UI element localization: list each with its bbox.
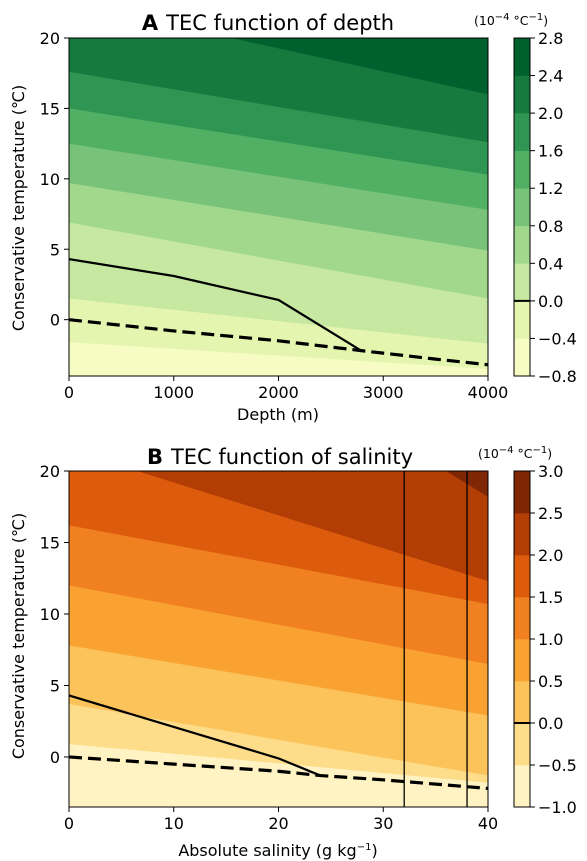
panel-b-x-tick-label: 10 <box>164 814 184 833</box>
panel-b-zero-tec-line <box>69 694 321 777</box>
panel-b-y-tick-label: 15 <box>40 533 60 552</box>
panel-a-x-tick-label: 1000 <box>153 383 194 402</box>
panel-b-axes: 0 10 20 30 40 0 5 10 15 20 <box>40 462 499 833</box>
panel-a-colorbar-tick-label: 1.2 <box>538 179 563 198</box>
panel-a-colorbar-tick-label: 1.6 <box>538 142 563 161</box>
panel-b-x-tick-label: 40 <box>478 814 498 833</box>
panel-a-colorbar-segment <box>514 338 530 377</box>
panel-a-colorbar-segment <box>514 38 530 76</box>
panel-a: A TEC function of depth 0 1000 2000 3000 4000… <box>9 11 577 424</box>
panel-a-colorbar-segment <box>514 263 530 302</box>
panel-a-colorbar-segment <box>514 300 530 339</box>
panel-a-x-tick-label: 4000 <box>468 383 509 402</box>
panel-b-colorbar-tick-label: 2.5 <box>538 504 563 523</box>
panel-b-colorbar-tick-label: 1.0 <box>538 630 563 649</box>
panel-a-colorbar-tick-label: −0.4 <box>538 329 577 348</box>
panel-a-y-tick-label: 10 <box>40 170 60 189</box>
panel-b-colorbar-tick-label: −1.0 <box>538 798 577 817</box>
panel-b-title-text: TEC function of salinity <box>170 445 413 469</box>
panel-b-colorbar-tick-label: 2.0 <box>538 546 563 565</box>
panel-b-colorbar-segment <box>514 681 530 724</box>
panel-a-colorbar-segment <box>514 150 530 189</box>
panel-a-colorbar-tick-label: 0.8 <box>538 217 563 236</box>
panel-a-band-8 <box>231 38 488 95</box>
panel-b-colorbar-segment <box>514 513 530 556</box>
panel-b-freezing-line <box>69 755 488 791</box>
panel-b-colorbar-segment <box>514 597 530 640</box>
panel-b-y-tick-label: 5 <box>50 676 60 695</box>
panel-a-colorbar-tick-label: 0.4 <box>538 254 563 273</box>
panel-b-colorbar-segment <box>514 723 530 766</box>
panel-a-y-tick-label: 20 <box>40 29 60 48</box>
panel-a-title: A TEC function of depth <box>142 11 394 35</box>
panel-a-colorbar-tick-label: 0.0 <box>538 292 563 311</box>
panel-a-letter: A <box>142 11 159 35</box>
panel-b-band-7 <box>446 471 488 497</box>
panel-b-colorbar: −1.0 −0.5 0.0 0.5 1.0 1.5 2.0 2.5 3.0 <box>513 462 577 817</box>
panel-b-colorbar-unit: (10−4 °C−1) <box>478 445 552 461</box>
panel-a-x-tick-label: 2000 <box>258 383 299 402</box>
panel-b-colorbar-segment <box>514 471 530 514</box>
panel-b-colorbar-tick-label: 1.5 <box>538 588 563 607</box>
panel-a-y-tick-label: 0 <box>50 311 60 330</box>
panel-a-colorbar-unit: (10−4 °C−1) <box>474 12 548 28</box>
panel-a-colorbar-tick-label: 2.8 <box>538 29 563 48</box>
panel-a-freezing-line <box>69 318 488 367</box>
panel-a-colorbar-segment <box>514 113 530 151</box>
panel-a-y-tick-label: 15 <box>40 99 60 118</box>
panel-a-colorbar-tick-label: −0.8 <box>538 367 577 386</box>
panel-a-colorbar-tick-label: 2.0 <box>538 104 563 123</box>
panel-a-contour-plot <box>69 38 488 376</box>
panel-b-colorbar-tick-label: 0.0 <box>538 714 563 733</box>
panel-b-title: B TEC function of salinity <box>147 445 413 469</box>
panel-b-colorbar-segment <box>514 765 530 808</box>
panel-a-y-axis-label: Conservative temperature (℃) <box>9 85 28 331</box>
panel-a-y-tick-label: 5 <box>50 240 60 259</box>
panel-b-letter: B <box>147 445 163 469</box>
panel-b-colorbar-tick-label: −0.5 <box>538 756 577 775</box>
panel-a-title-text: TEC function of depth <box>165 11 394 35</box>
panel-b-colorbar-segment <box>514 639 530 682</box>
panel-b-y-tick-label: 20 <box>40 462 60 481</box>
panel-b-contour-plot <box>69 471 488 807</box>
panel-a-x-axis-label: Depth (m) <box>237 405 319 424</box>
panel-b-x-tick-label: 20 <box>268 814 288 833</box>
panel-b-colorbar-tick-label: 3.0 <box>538 462 563 481</box>
panel-b-colorbar-segment <box>514 555 530 598</box>
panel-a-x-tick-label: 0 <box>64 383 74 402</box>
panel-b-x-axis-label: Absolute salinity (g kg−1) <box>178 841 377 860</box>
panel-a-colorbar-tick-label: 2.4 <box>538 67 563 86</box>
panel-b-colorbar-tick-label: 0.5 <box>538 672 563 691</box>
panel-b-band-6 <box>137 471 488 582</box>
panel-b-y-axis-label: Conservative temperature (℃) <box>9 513 28 759</box>
panel-b-x-tick-label: 0 <box>64 814 74 833</box>
panel-a-colorbar-frame <box>513 37 531 377</box>
panel-b: B TEC function of salinity 0 10 20 30 40 0 5 10 1… <box>9 445 577 860</box>
panel-a-colorbar-segment <box>514 75 530 114</box>
panel-a-colorbar-segment <box>514 225 530 264</box>
panel-a-colorbar: −0.8 −0.4 0.0 0.4 0.8 1.2 1.6 2.0 2.4 2.8 <box>513 29 577 386</box>
panel-a-colorbar-segment <box>514 188 530 227</box>
panel-a-axes: 0 1000 2000 3000 4000 0 5 10 15 20 <box>40 29 509 402</box>
panel-b-y-tick-label: 10 <box>40 605 60 624</box>
panel-b-x-tick-label: 30 <box>373 814 393 833</box>
panel-a-zero-tec-line <box>69 258 362 352</box>
panel-b-y-tick-label: 0 <box>50 748 60 767</box>
panel-a-x-tick-label: 3000 <box>363 383 404 402</box>
